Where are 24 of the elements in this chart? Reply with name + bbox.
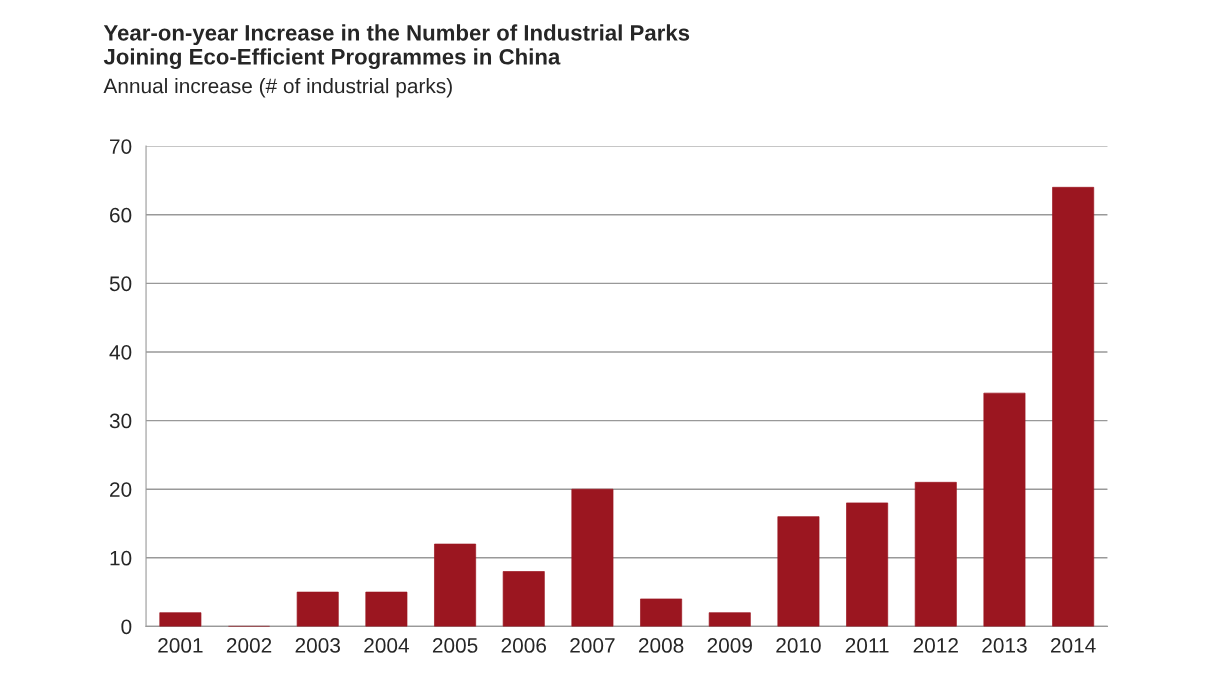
x-tick-label: 2012 [913, 638, 958, 653]
x-tick-label: 2010 [776, 638, 821, 653]
chart-title: Year-on-year Increase in the Number of Industrial Parks Joining Eco-Efficient Programmes in China [103, 24, 690, 70]
x-tick-label: 2014 [1051, 638, 1096, 653]
x-tick-label: 2002 [226, 638, 272, 653]
x-tick-label: 2001 [158, 638, 203, 653]
x-tick-label: 2008 [638, 638, 684, 653]
y-tick-label: 70 [110, 139, 132, 154]
x-tick-label: 2004 [364, 638, 409, 653]
y-tick-label: 10 [110, 550, 132, 566]
x-tick-label: 2011 [845, 638, 889, 653]
y-tick-label: 0 [121, 619, 132, 635]
y-tick-label: 60 [110, 207, 132, 223]
y-axis-title: Annual increase (# of industrial parks) [103, 78, 452, 98]
y-tick-label: 40 [109, 344, 132, 360]
y-tick-label: 50 [109, 276, 132, 292]
x-tick-label: 2007 [570, 638, 615, 653]
x-tick-label: 2013 [982, 638, 1027, 653]
x-tick-label: 2006 [501, 638, 546, 653]
x-tick-label: 2003 [295, 638, 340, 653]
y-tick-label: 30 [109, 413, 132, 429]
x-tick-label: 2005 [432, 638, 478, 653]
y-tick-label: 20 [110, 482, 132, 497]
x-tick-label: 2009 [707, 638, 752, 653]
